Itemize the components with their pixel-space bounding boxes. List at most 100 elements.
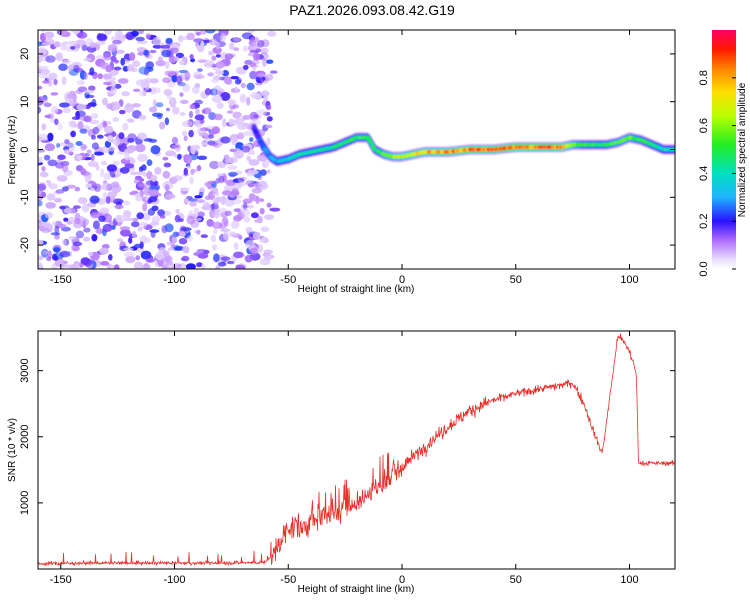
noise-blob	[137, 226, 143, 232]
noise-blob	[90, 211, 101, 219]
noise-blob	[192, 85, 200, 94]
noise-blob	[213, 113, 223, 121]
noise-blob	[186, 195, 193, 200]
noise-blob	[132, 60, 141, 68]
noise-blob	[100, 160, 108, 166]
noise-blob	[228, 231, 237, 237]
spectrogram-y-axis-label: Frequency (Hz)	[7, 116, 18, 185]
noise-blob	[106, 103, 113, 110]
noise-blob	[223, 231, 229, 241]
noise-blob	[234, 87, 239, 92]
noise-blob	[62, 107, 71, 114]
spectrogram-noise-field	[38, 30, 281, 269]
noise-blob	[231, 119, 239, 124]
noise-blob	[171, 75, 178, 83]
noise-blob	[210, 78, 219, 84]
noise-blob	[165, 37, 173, 44]
noise-blob	[38, 262, 44, 269]
noise-blob	[135, 36, 145, 42]
noise-blob	[138, 166, 144, 173]
noise-blob	[171, 144, 180, 149]
noise-blob	[200, 40, 205, 50]
noise-blob	[255, 48, 262, 53]
noise-blob	[46, 256, 52, 262]
noise-blob	[103, 81, 112, 86]
noise-blob	[212, 46, 222, 54]
noise-blob	[190, 168, 195, 176]
noise-blob	[142, 202, 148, 212]
noise-blob	[58, 123, 63, 131]
noise-blob	[227, 171, 238, 177]
noise-blob	[250, 212, 259, 219]
noise-blob	[186, 32, 196, 41]
noise-blob	[72, 241, 83, 247]
noise-blob	[114, 204, 124, 210]
spectrogram-x-tick-label: 0	[399, 274, 405, 286]
noise-blob	[103, 73, 110, 81]
noise-blob	[218, 175, 225, 184]
noise-blob	[178, 238, 188, 245]
noise-blob	[139, 114, 147, 120]
noise-blob	[207, 72, 215, 77]
noise-blob	[186, 165, 192, 169]
noise-blob	[154, 252, 164, 261]
noise-blob	[196, 229, 201, 235]
noise-blob	[227, 260, 235, 265]
snr-x-axis-label: Height of straight line (km)	[298, 584, 415, 595]
noise-blob	[204, 88, 212, 96]
noise-blob	[75, 39, 87, 47]
noise-blob	[100, 168, 105, 178]
noise-blob	[126, 64, 135, 72]
snr-y-tick-label: 2000	[19, 425, 31, 449]
noise-blob	[249, 62, 257, 67]
noise-blob	[59, 142, 67, 147]
noise-blob	[215, 61, 225, 69]
noise-blob	[270, 70, 278, 74]
noise-blob	[232, 111, 242, 119]
noise-blob	[159, 215, 166, 219]
noise-blob	[179, 60, 185, 66]
noise-blob	[88, 251, 93, 257]
noise-blob	[255, 195, 260, 205]
noise-blob	[104, 30, 112, 35]
noise-blob	[135, 143, 146, 153]
noise-blob	[179, 99, 189, 104]
colorbar-label: Normalized spectral amplitude	[737, 82, 748, 217]
noise-blob	[54, 225, 60, 234]
noise-blob	[42, 80, 50, 84]
noise-blob	[211, 95, 223, 103]
noise-blob	[53, 247, 61, 253]
noise-blob	[91, 134, 96, 140]
noise-blob	[166, 241, 173, 246]
noise-blob	[41, 123, 47, 131]
noise-blob	[157, 56, 164, 61]
noise-blob	[38, 85, 43, 90]
noise-blob	[179, 187, 190, 192]
noise-blob	[122, 122, 129, 131]
noise-blob	[53, 41, 61, 48]
noise-blob	[148, 138, 158, 143]
noise-blob	[189, 104, 196, 110]
noise-blob	[52, 255, 59, 261]
noise-blob	[197, 127, 207, 136]
noise-blob	[162, 250, 170, 255]
noise-blob	[56, 175, 68, 182]
noise-blob	[241, 32, 253, 40]
noise-blob	[194, 114, 205, 121]
noise-blob	[66, 184, 76, 189]
noise-blob	[264, 124, 273, 129]
noise-blob	[163, 89, 173, 96]
noise-blob	[83, 236, 90, 242]
spectrogram-x-tick-label: -50	[280, 274, 296, 286]
noise-blob	[174, 215, 181, 223]
noise-blob	[66, 208, 77, 214]
noise-blob	[190, 58, 196, 63]
noise-blob	[216, 102, 224, 109]
noise-blob	[256, 40, 265, 48]
noise-blob	[112, 116, 120, 123]
noise-blob	[257, 215, 263, 224]
noise-blob	[142, 89, 147, 97]
noise-blob	[230, 220, 240, 229]
noise-blob	[91, 98, 97, 108]
noise-blob	[238, 181, 247, 187]
